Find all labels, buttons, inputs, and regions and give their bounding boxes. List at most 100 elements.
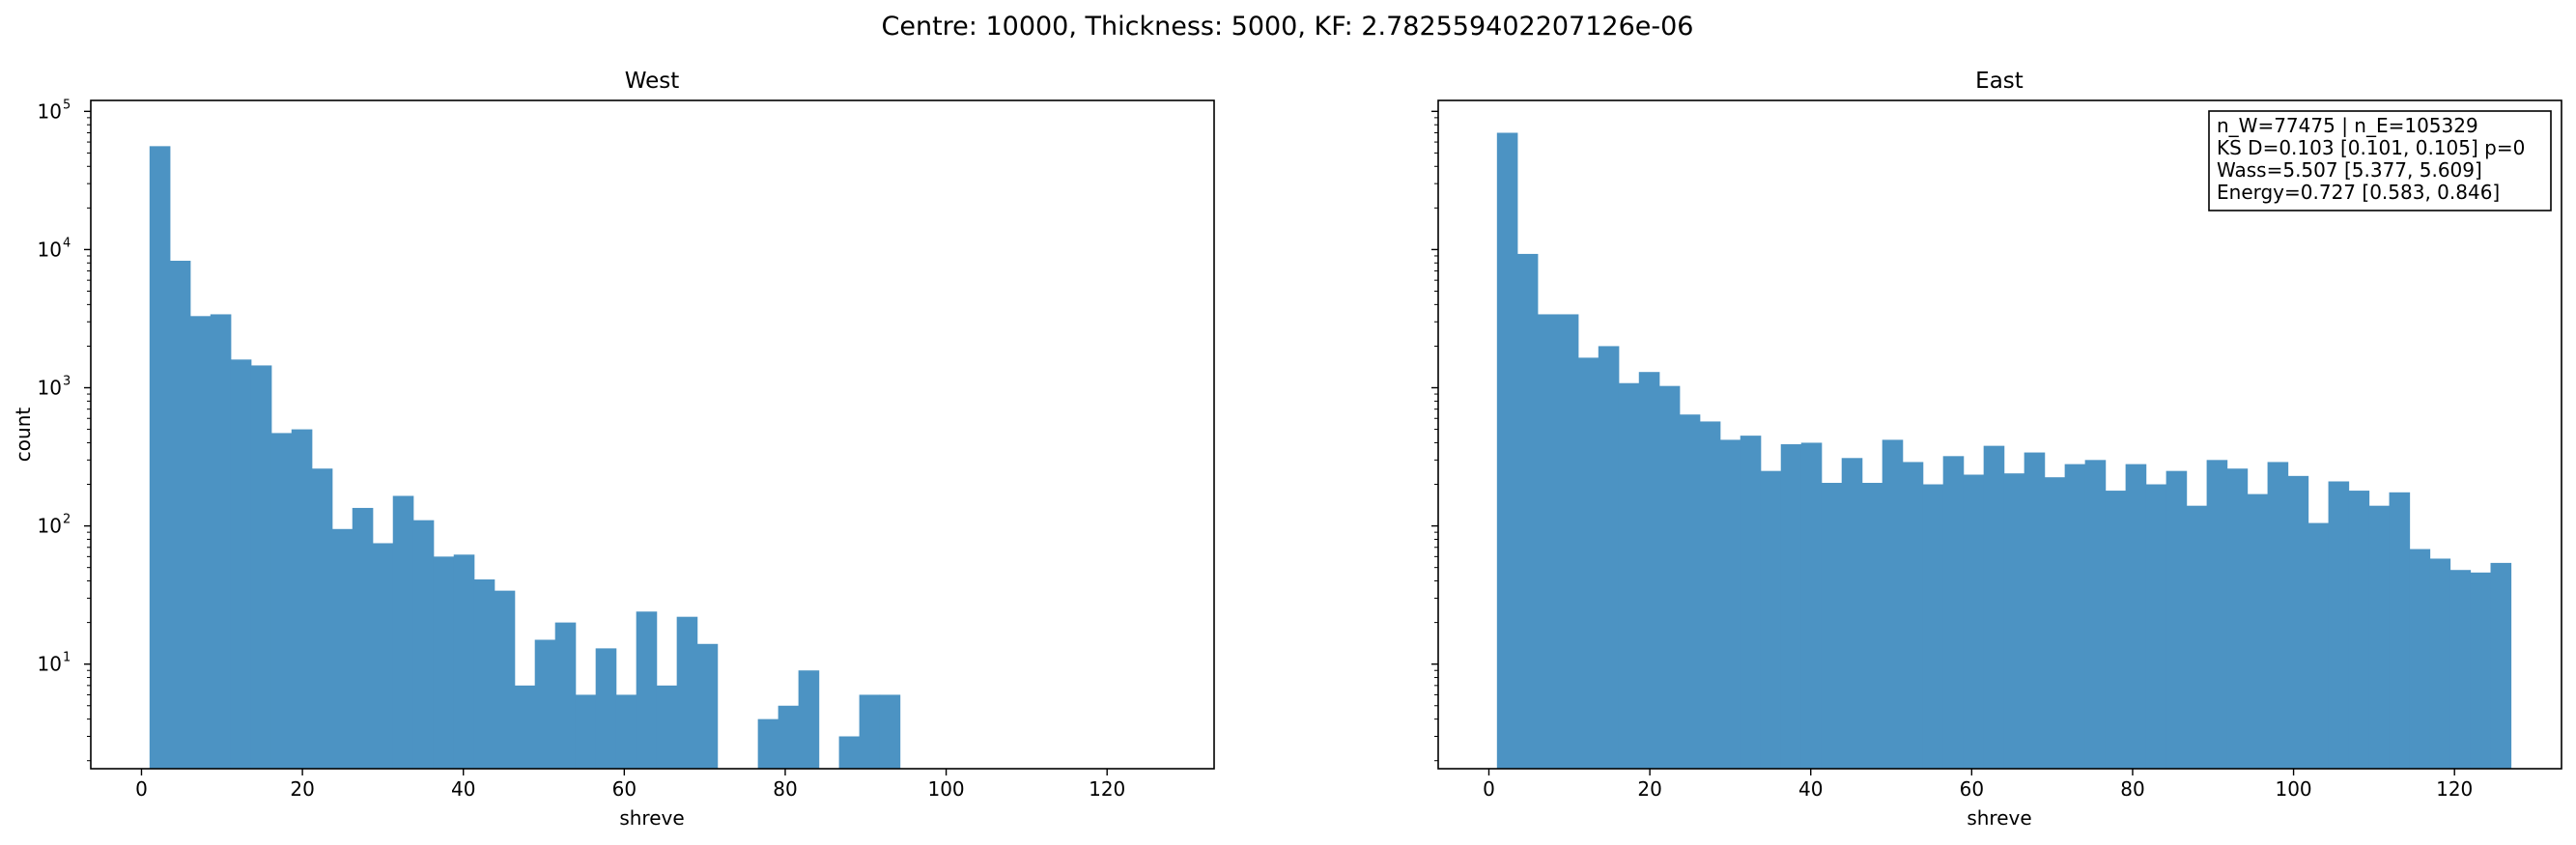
histogram-bar bbox=[352, 507, 374, 769]
histogram-bar bbox=[2470, 572, 2492, 769]
histogram-bar bbox=[1760, 470, 1782, 769]
stats-line: Wass=5.507 [5.377, 5.609] bbox=[2217, 158, 2482, 182]
histogram-bar bbox=[453, 554, 475, 769]
histogram-bar bbox=[1537, 314, 1559, 769]
histogram-bar bbox=[189, 316, 212, 769]
east-axes-frame bbox=[1437, 99, 2562, 770]
x-tick-label: 80 bbox=[2120, 777, 2144, 801]
histogram-bar bbox=[2449, 570, 2472, 769]
histogram-bar bbox=[149, 146, 171, 770]
east-x-axis-label: shreve bbox=[1967, 806, 2031, 830]
histogram-bar bbox=[2125, 464, 2147, 769]
histogram-bar bbox=[2307, 522, 2330, 769]
histogram-bar bbox=[879, 694, 901, 769]
histogram-bar bbox=[392, 495, 414, 769]
histogram-bar bbox=[2409, 549, 2431, 769]
x-tick-label: 20 bbox=[1637, 777, 1661, 801]
histogram-bar bbox=[270, 433, 293, 769]
histogram-bar bbox=[2368, 505, 2391, 769]
stats-line: KS D=0.103 [0.101, 0.105] p=0 bbox=[2217, 136, 2525, 159]
histogram-bar bbox=[210, 314, 232, 769]
histogram-bar bbox=[1577, 357, 1599, 769]
histogram-bar bbox=[2064, 464, 2086, 769]
histogram-bar bbox=[1983, 445, 2005, 769]
y-tick-label-exponent: 1 bbox=[63, 651, 71, 665]
histogram-bar bbox=[575, 694, 597, 769]
histogram-bar bbox=[838, 736, 861, 769]
histogram-bar bbox=[494, 590, 516, 769]
histogram-bar bbox=[1902, 462, 1924, 769]
histogram-bar bbox=[2044, 477, 2066, 769]
histogram-bar bbox=[2186, 505, 2208, 769]
histogram-bar bbox=[636, 611, 658, 769]
x-tick-label: 100 bbox=[927, 777, 964, 801]
histogram-bar bbox=[372, 543, 394, 769]
histogram-bar bbox=[2247, 493, 2269, 769]
east-axes: East 0 20 40 60 80 100 120 shreve n_W=77475 | … bbox=[1431, 69, 2562, 830]
histogram-bar bbox=[2429, 558, 2451, 769]
histogram-bar bbox=[595, 648, 617, 769]
histogram-bar bbox=[656, 685, 678, 769]
histogram-bar bbox=[1516, 253, 1539, 769]
histogram-bar bbox=[311, 468, 333, 769]
y-tick-label: 10 bbox=[38, 377, 62, 400]
figure-suptitle: Centre: 10000, Thickness: 5000, KF: 2.78… bbox=[882, 12, 1694, 42]
histogram-bar bbox=[798, 670, 820, 769]
y-tick-label-exponent: 2 bbox=[63, 513, 71, 527]
histogram-bar bbox=[1821, 482, 1843, 769]
histogram-bar bbox=[534, 639, 556, 769]
x-tick-label: 40 bbox=[451, 777, 475, 801]
histogram-bar bbox=[1496, 132, 1518, 770]
y-tick-label: 10 bbox=[38, 653, 62, 676]
histogram-bar bbox=[1618, 382, 1640, 769]
histogram-bar bbox=[1638, 372, 1660, 769]
histogram-bar bbox=[412, 520, 435, 769]
x-tick-label: 120 bbox=[1089, 777, 1125, 801]
histogram-bar bbox=[2105, 491, 2127, 769]
histogram-bar bbox=[696, 643, 719, 769]
histogram-bar bbox=[2348, 491, 2370, 769]
histogram-bar bbox=[2084, 460, 2107, 769]
histogram-bar bbox=[1861, 482, 1883, 769]
histogram-bar bbox=[778, 705, 800, 769]
x-tick-label: 0 bbox=[135, 777, 148, 801]
stats-annotation-box: n_W=77475 | n_E=105329 KS D=0.103 [0.101… bbox=[2208, 110, 2552, 211]
y-tick-label: 10 bbox=[38, 238, 62, 261]
x-tick-label: 100 bbox=[2275, 777, 2311, 801]
histogram-bar bbox=[473, 579, 495, 769]
histogram-bar bbox=[169, 261, 191, 769]
histogram-bar bbox=[2226, 468, 2249, 769]
histogram-bar bbox=[757, 718, 779, 769]
histogram-bar bbox=[859, 694, 881, 769]
y-tick-label: 10 bbox=[38, 515, 62, 538]
west-axes-title: West bbox=[625, 69, 680, 94]
histogram-bar bbox=[1719, 439, 1741, 769]
histogram-bar bbox=[1841, 458, 1863, 769]
histogram-bar bbox=[2024, 452, 2046, 769]
histogram-bar bbox=[1922, 484, 1944, 769]
x-tick-label: 120 bbox=[2436, 777, 2473, 801]
west-x-ticks: 0 20 40 60 80 100 120 bbox=[135, 769, 1125, 801]
histogram-bar bbox=[433, 556, 455, 769]
histogram-bar bbox=[1557, 314, 1579, 769]
x-tick-label: 40 bbox=[1798, 777, 1823, 801]
x-tick-label: 0 bbox=[1483, 777, 1495, 801]
histogram-bar bbox=[2267, 462, 2289, 769]
y-tick-label: 10 bbox=[38, 99, 62, 123]
histogram-bar bbox=[676, 616, 698, 769]
east-x-ticks: 0 20 40 60 80 100 120 bbox=[1483, 769, 2473, 801]
histogram-bar bbox=[1679, 414, 1701, 769]
x-tick-label: 80 bbox=[773, 777, 797, 801]
stats-annotation-frame bbox=[2208, 110, 2552, 211]
east-y-ticks bbox=[1431, 110, 1438, 762]
x-tick-label: 60 bbox=[1960, 777, 1984, 801]
histogram-bar bbox=[1963, 474, 1985, 769]
west-axes-frame bbox=[90, 99, 1215, 770]
histogram-bar bbox=[2145, 484, 2167, 769]
histogram-bar bbox=[2003, 473, 2025, 769]
histogram-bar bbox=[1699, 421, 1721, 769]
histogram-bar bbox=[2287, 475, 2309, 769]
histogram-bar bbox=[1658, 385, 1681, 769]
histogram-bar bbox=[230, 359, 252, 769]
